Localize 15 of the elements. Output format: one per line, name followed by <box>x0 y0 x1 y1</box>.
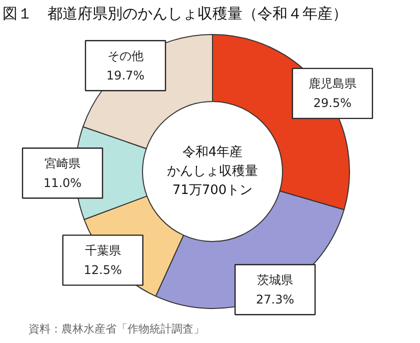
text: 71万700トン <box>172 183 253 198</box>
chart-title: 図１ 都道府県別のかんしょ収穫量（令和４年産） <box>2 4 348 22</box>
data-label: 27.3% <box>256 292 294 306</box>
slice-label: 茨城県 <box>257 272 294 287</box>
data-label: 11.0% <box>43 176 82 190</box>
text: 令和4年産 <box>182 144 243 160</box>
text: 資料：農林水産省「作物統計調査」 <box>28 322 204 336</box>
slice-label: 千葉県 <box>84 243 121 258</box>
data-label: 29.5% <box>313 96 352 110</box>
data-label: 12.5% <box>84 262 122 277</box>
text: かんしょ収穫量 <box>167 164 258 179</box>
slice-label: 鹿児島県 <box>308 76 356 91</box>
slice-label: 宮崎県 <box>44 156 81 170</box>
slice-label: その他 <box>107 48 144 63</box>
data-label: 19.7% <box>106 68 145 82</box>
